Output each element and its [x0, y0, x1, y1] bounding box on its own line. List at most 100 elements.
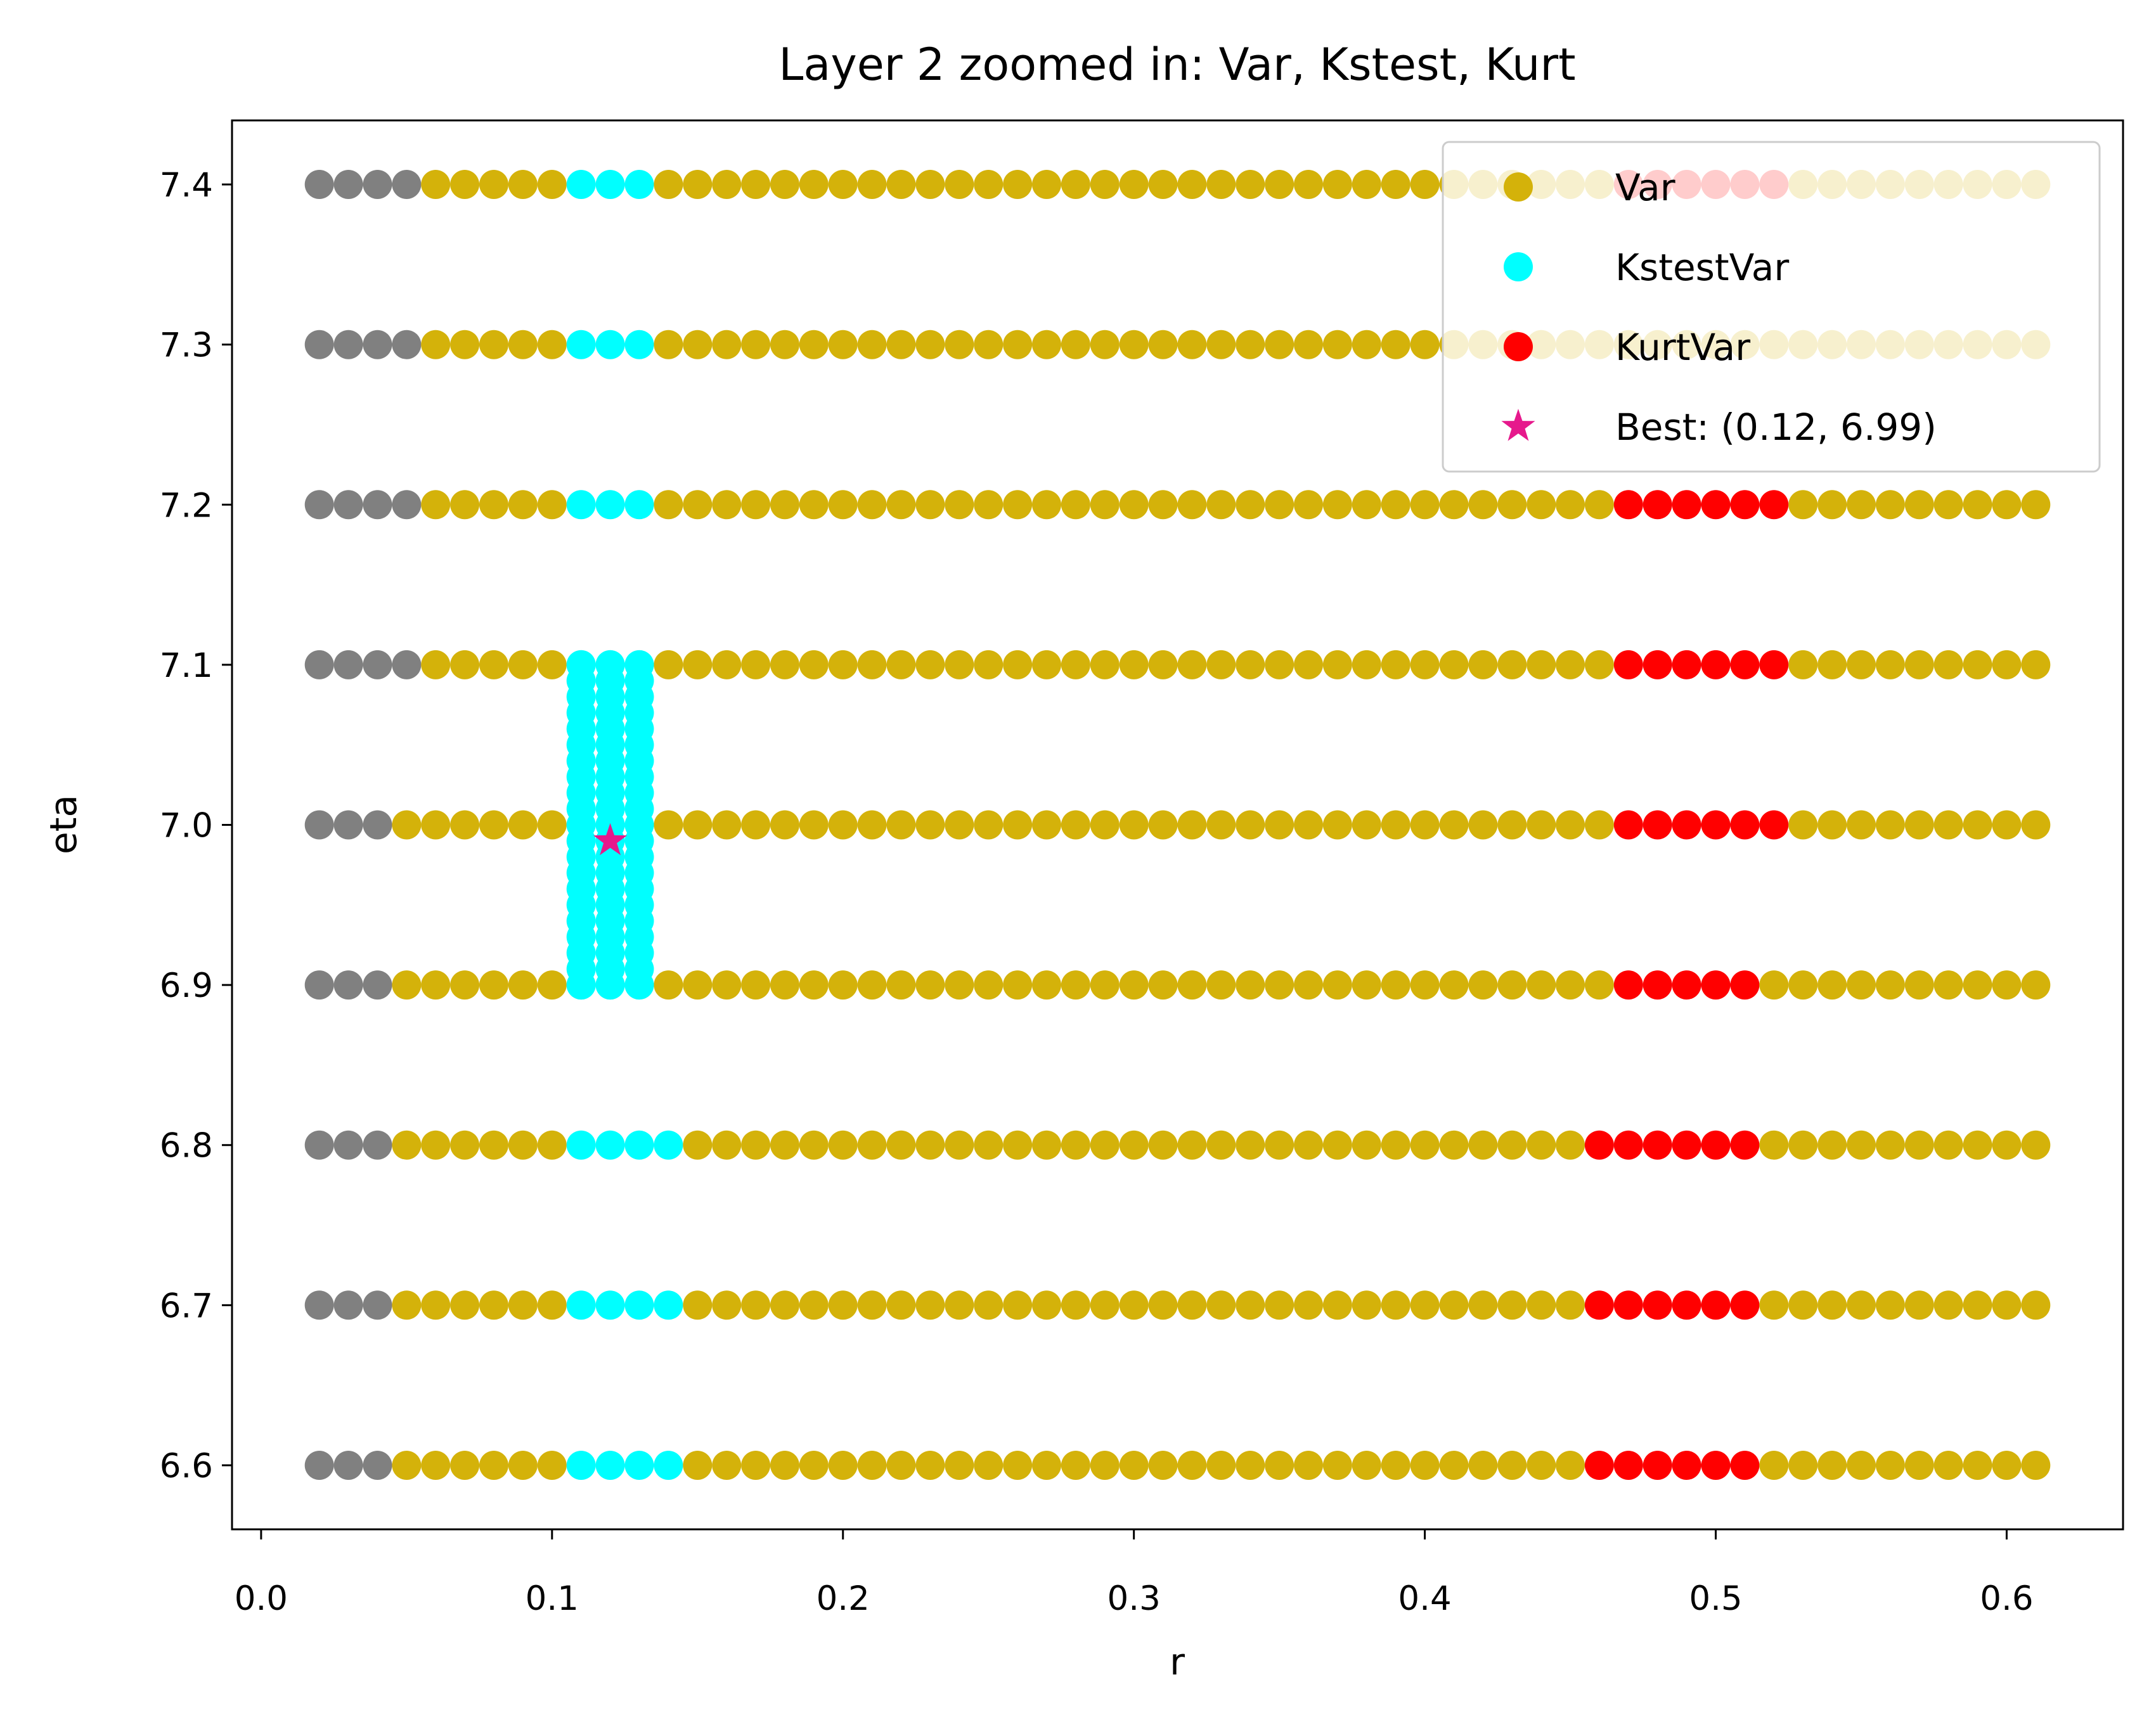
y-tick-label: 7.0	[160, 807, 213, 845]
excluded-point	[304, 970, 334, 1000]
var-point	[1410, 1451, 1440, 1480]
var-point	[1294, 1130, 1323, 1160]
var-point	[1410, 1130, 1440, 1160]
var-point	[1933, 1290, 1963, 1320]
y-tick-label: 7.3	[160, 326, 213, 365]
var-point	[799, 970, 829, 1000]
var-point	[1090, 810, 1120, 840]
var-point	[828, 170, 858, 199]
var-point	[799, 1451, 829, 1480]
var-point	[1206, 170, 1236, 199]
var-point	[1236, 1451, 1265, 1480]
legend-marker-best-star-icon	[1501, 409, 1535, 441]
var-point	[1206, 810, 1236, 840]
var-point	[1556, 970, 1585, 1000]
kurtvar-point	[1701, 1130, 1731, 1160]
legend-label-kurtvar: KurtVar	[1615, 326, 1750, 369]
y-tick-label: 6.6	[160, 1447, 213, 1486]
var-point	[1788, 1130, 1818, 1160]
var-point	[1788, 490, 1818, 520]
var-point	[1439, 1451, 1469, 1480]
kurtvar-point	[1613, 650, 1643, 679]
var-point	[683, 810, 713, 840]
var-point	[1236, 490, 1265, 520]
var-point	[1468, 810, 1498, 840]
var-point	[1061, 330, 1090, 359]
excluded-point	[304, 810, 334, 840]
var-point	[1148, 650, 1178, 679]
var-point	[1584, 970, 1614, 1000]
var-point	[683, 650, 713, 679]
var-point	[683, 1290, 713, 1320]
var-point	[741, 650, 771, 679]
var-point	[974, 1451, 1004, 1480]
var-point	[1439, 810, 1469, 840]
kurtvar-point	[1643, 490, 1672, 520]
kurtvar-point	[1613, 490, 1643, 520]
x-tick-label: 0.1	[526, 1579, 579, 1618]
var-point	[479, 1451, 508, 1480]
var-point	[915, 170, 945, 199]
kurtvar-point	[1701, 1451, 1731, 1480]
var-point	[1265, 1290, 1294, 1320]
kurtvar-point	[1701, 1290, 1731, 1320]
excluded-point	[333, 970, 363, 1000]
var-point	[1875, 970, 1905, 1000]
var-point	[1003, 490, 1033, 520]
x-tick-label: 0.4	[1398, 1579, 1451, 1618]
var-point	[1032, 490, 1061, 520]
var-point	[915, 330, 945, 359]
var-point	[799, 810, 829, 840]
var-point	[421, 1130, 451, 1160]
var-point	[1090, 1130, 1120, 1160]
var-point	[770, 650, 799, 679]
var-point	[741, 170, 771, 199]
var-point	[828, 650, 858, 679]
excluded-point	[333, 330, 363, 359]
kurtvar-point	[1584, 1451, 1614, 1480]
var-point	[1527, 970, 1556, 1000]
var-point	[1119, 490, 1149, 520]
var-point	[1788, 1290, 1818, 1320]
kurtvar-point	[1584, 1130, 1614, 1160]
var-point	[915, 490, 945, 520]
var-point	[1032, 330, 1061, 359]
var-point	[1294, 810, 1323, 840]
var-point	[1527, 1130, 1556, 1160]
kurtvar-point	[1730, 1130, 1760, 1160]
excluded-point	[363, 810, 392, 840]
var-point	[2021, 970, 2051, 1000]
var-point	[857, 970, 887, 1000]
var-point	[828, 970, 858, 1000]
var-point	[1963, 490, 1992, 520]
var-point	[537, 970, 567, 1000]
var-point	[1933, 1451, 1963, 1480]
kstestvar-point	[566, 1290, 596, 1320]
var-point	[1992, 1290, 2022, 1320]
var-point	[450, 170, 480, 199]
var-point	[1963, 650, 1992, 679]
kstestvar-point	[624, 650, 654, 679]
var-point	[1032, 170, 1061, 199]
var-point	[1119, 1451, 1149, 1480]
var-point	[1439, 970, 1469, 1000]
excluded-point	[363, 170, 392, 199]
var-point	[421, 490, 451, 520]
var-point	[1817, 490, 1847, 520]
var-point	[392, 970, 422, 1000]
var-point	[770, 330, 799, 359]
var-point	[1556, 810, 1585, 840]
kstestvar-point	[624, 1290, 654, 1320]
var-point	[1322, 490, 1352, 520]
var-point	[1322, 1130, 1352, 1160]
var-point	[712, 170, 742, 199]
var-point	[450, 1130, 480, 1160]
var-point	[1992, 650, 2022, 679]
var-point	[1875, 650, 1905, 679]
var-point	[1236, 1130, 1265, 1160]
var-point	[1992, 970, 2022, 1000]
kstestvar-point	[654, 1290, 683, 1320]
var-point	[1148, 970, 1178, 1000]
var-point	[1439, 490, 1469, 520]
var-point	[2021, 1290, 2051, 1320]
